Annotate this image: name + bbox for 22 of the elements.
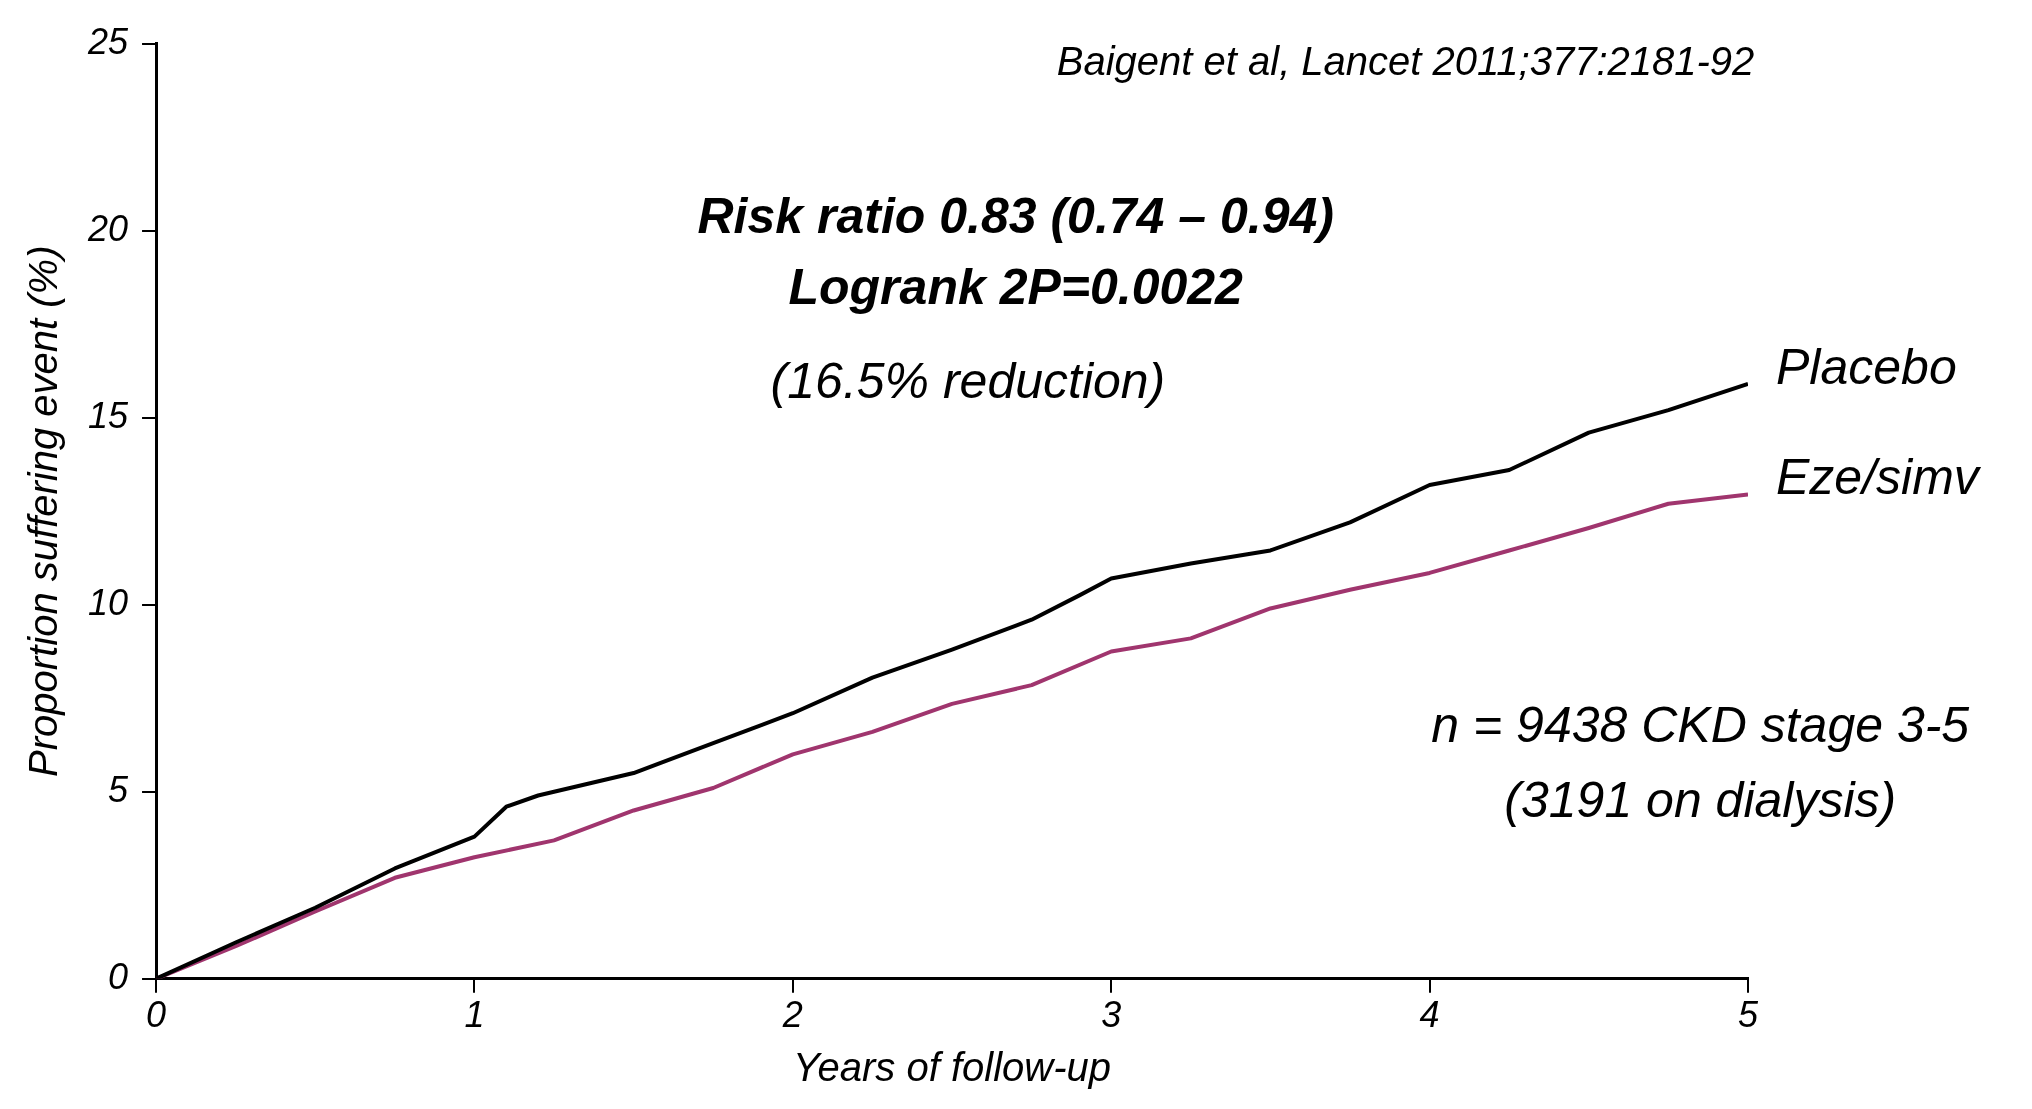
y-tick-label: 5 [108,768,130,810]
y-tick-label: 0 [108,955,129,997]
y-tick-label: 20 [87,207,129,249]
y-axis-title: Proportion suffering event (%) [21,245,66,777]
y-tick-label: 10 [88,581,129,623]
x-tick-label: 2 [781,994,803,1036]
annotation: Risk ratio 0.83 (0.74 – 0.94) [697,188,1334,245]
x-axis-title: Years of follow-up [793,1045,1111,1090]
y-tick-label: 15 [88,394,130,436]
x-tick-label: 3 [1101,994,1122,1036]
annotation: Logrank 2P=0.0022 [788,259,1244,316]
annotation: (16.5% reduction) [770,352,1166,409]
x-tick-label: 0 [146,994,167,1036]
annotation: (3191 on dialysis) [1504,771,1897,828]
x-tick-label: 4 [1419,994,1440,1036]
series-label: Placebo [1776,338,1957,395]
series-label: Eze/simv [1776,449,1982,506]
annotation: n = 9438 CKD stage 3-5 [1431,697,1970,754]
annotation: Baigent et al, Lancet 2011;377:2181-92 [1056,38,1755,83]
x-tick-label: 5 [1737,994,1759,1036]
y-tick-label: 25 [87,20,130,62]
x-tick-label: 1 [464,994,485,1036]
